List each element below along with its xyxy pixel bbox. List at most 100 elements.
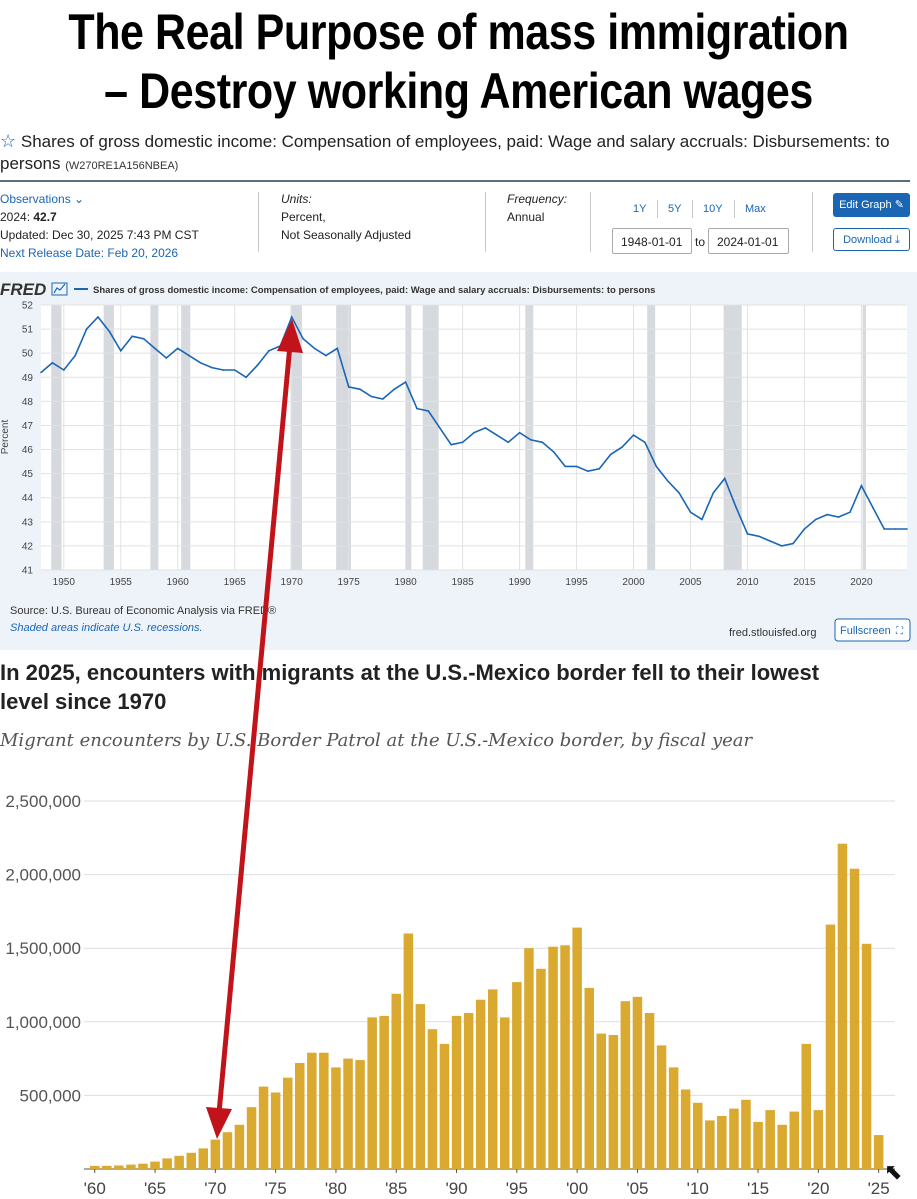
x-tick-label: 2020 xyxy=(850,577,873,588)
bar xyxy=(367,1017,377,1169)
x-tick-label: '65 xyxy=(144,1179,166,1198)
data-point xyxy=(803,528,806,530)
observations-dropdown[interactable]: Observations ⌄ xyxy=(0,192,85,206)
bar xyxy=(126,1164,136,1169)
data-point xyxy=(564,465,566,468)
legend-label: Shares of gross domestic income: Compens… xyxy=(93,285,655,296)
recession-band xyxy=(647,305,656,570)
bar xyxy=(777,1124,787,1169)
pew-title-line-1: In 2025, encounters with migrants at the… xyxy=(0,660,820,685)
x-tick-label: 2015 xyxy=(793,577,816,588)
y-tick-label: 48 xyxy=(22,397,34,408)
data-point xyxy=(894,528,897,530)
data-point xyxy=(518,431,521,434)
data-point xyxy=(666,480,669,482)
divider xyxy=(734,200,735,218)
data-point xyxy=(302,337,304,340)
bar xyxy=(608,1035,619,1169)
to-label: to xyxy=(695,235,706,249)
recession-band xyxy=(862,305,866,570)
x-tick-label: 1980 xyxy=(395,577,418,588)
headline-line-1: The Real Purpose of mass immigration xyxy=(68,4,849,60)
data-point xyxy=(382,398,384,400)
data-point xyxy=(495,434,498,436)
bar xyxy=(813,1110,824,1169)
end-date-input[interactable]: 2024-01-01 xyxy=(708,228,789,254)
x-tick-label: 1995 xyxy=(565,577,588,588)
x-tick-label: '95 xyxy=(506,1179,528,1198)
data-point xyxy=(85,328,88,330)
y-tick-label: 41 xyxy=(22,566,34,577)
frequency-block: Frequency: Annual xyxy=(507,190,567,226)
bar xyxy=(741,1099,751,1169)
data-point xyxy=(701,518,703,521)
x-tick-label: '25 xyxy=(868,1179,890,1198)
recession-note: Shaded areas indicate U.S. recessions. xyxy=(10,622,203,634)
data-point xyxy=(655,465,658,468)
data-point xyxy=(484,427,487,429)
divider xyxy=(812,192,813,252)
bar xyxy=(355,1060,365,1169)
edit-graph-button[interactable]: Edit Graph ✎ xyxy=(833,193,910,217)
pew-chart-title: In 2025, encounters with migrants at the… xyxy=(0,658,917,716)
bar xyxy=(873,1135,884,1169)
x-tick-label: 1985 xyxy=(451,577,474,588)
bar xyxy=(849,868,860,1169)
start-date-input[interactable]: 1948-01-01 xyxy=(612,228,692,254)
recession-band xyxy=(336,305,351,570)
data-point xyxy=(188,354,190,357)
data-point xyxy=(199,362,202,364)
y-tick-label: 1,000,000 xyxy=(5,1013,81,1032)
header-divider xyxy=(0,180,910,182)
data-point xyxy=(359,388,361,391)
star-outline-icon[interactable]: ☆ xyxy=(0,131,17,151)
data-point xyxy=(541,441,544,444)
bar xyxy=(488,989,498,1169)
bar xyxy=(753,1121,763,1169)
bar xyxy=(560,945,570,1169)
next-release-link[interactable]: Next Release Date: Feb 20, 2026 xyxy=(0,246,179,260)
bar xyxy=(584,987,594,1169)
y-tick-label: 45 xyxy=(22,469,34,480)
fred-series-title: ☆ Shares of gross domestic income: Compe… xyxy=(0,130,910,177)
data-point xyxy=(268,349,270,352)
data-point xyxy=(826,513,829,516)
divider xyxy=(590,192,591,252)
bar xyxy=(138,1163,148,1169)
x-tick-label: '75 xyxy=(265,1179,287,1198)
download-button[interactable]: Download ⤓ xyxy=(833,228,910,251)
data-point xyxy=(119,349,122,352)
fullscreen-button[interactable]: Fullscreen ⛶ xyxy=(834,618,911,642)
fullscreen-label: Fullscreen xyxy=(840,625,891,637)
x-tick-label: 2005 xyxy=(679,577,702,588)
mouse-cursor-icon: ⬉ xyxy=(884,1160,902,1185)
bar xyxy=(536,968,546,1169)
bar xyxy=(114,1165,124,1169)
bar xyxy=(270,1092,281,1169)
recession-band xyxy=(422,305,439,570)
range-max-button[interactable]: Max xyxy=(745,203,766,215)
data-point xyxy=(393,388,396,391)
range-10y-button[interactable]: 10Y xyxy=(703,203,723,215)
y-tick-label: 2,000,000 xyxy=(5,866,81,885)
obs-year-label: 2024: xyxy=(0,210,31,224)
data-point xyxy=(313,347,316,350)
bar xyxy=(319,1052,329,1169)
range-1y-button[interactable]: 1Y xyxy=(633,203,647,215)
data-point xyxy=(325,354,327,357)
x-tick-label: 1965 xyxy=(224,577,247,588)
bar xyxy=(186,1152,196,1169)
source-text: Source: U.S. Bureau of Economic Analysis… xyxy=(10,605,276,617)
bar xyxy=(222,1132,233,1169)
units-block: Units: Percent, Not Seasonally Adjusted xyxy=(281,190,411,244)
bar xyxy=(246,1107,257,1169)
bar xyxy=(403,933,414,1169)
bar xyxy=(693,1102,703,1169)
data-point xyxy=(404,381,407,383)
x-tick-label: 1950 xyxy=(53,577,76,588)
range-5y-button[interactable]: 5Y xyxy=(668,203,682,215)
data-point xyxy=(780,545,783,547)
x-tick-label: 1970 xyxy=(281,577,304,588)
data-point xyxy=(689,511,692,513)
bar xyxy=(765,1110,775,1169)
